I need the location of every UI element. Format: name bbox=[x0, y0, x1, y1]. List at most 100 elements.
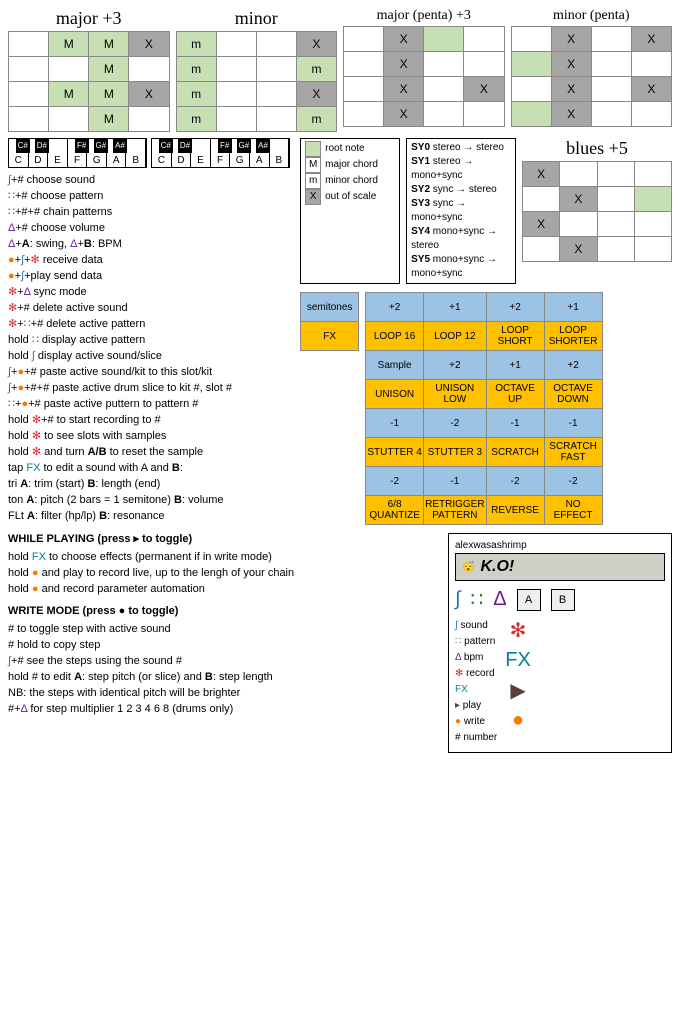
black-key: F# bbox=[75, 139, 89, 153]
scale-cell: X bbox=[551, 27, 591, 52]
scale-cell bbox=[523, 187, 560, 212]
scale-cell bbox=[216, 57, 256, 82]
sync-modes-box: SY0 stereo → stereoSY1 stereo → mono+syn… bbox=[406, 138, 516, 284]
fx-cell-semitone: -2 bbox=[366, 467, 424, 496]
device-legend-item: ▸ play bbox=[455, 698, 497, 714]
black-key: D# bbox=[178, 139, 192, 153]
scale-cell: X bbox=[129, 82, 169, 107]
scale-title: minor (penta) bbox=[511, 8, 673, 24]
fx-cell-semitone: +1 bbox=[486, 351, 544, 380]
legend-minor: minor chord bbox=[325, 174, 378, 188]
write-icon: ● bbox=[512, 709, 524, 732]
scale-cell: M bbox=[49, 82, 89, 107]
scale-cell bbox=[424, 77, 464, 102]
scale-cell bbox=[634, 212, 671, 237]
device-legend-item: # number bbox=[455, 730, 497, 746]
scale-title: major +3 bbox=[8, 8, 170, 29]
white-key: E bbox=[191, 139, 211, 167]
command-line: ●+∫+play send data bbox=[8, 268, 294, 284]
command-line: FLt A: filter (hp/lp) B: resonance bbox=[8, 508, 294, 524]
scale-cell bbox=[424, 102, 464, 127]
scale-cell bbox=[9, 57, 49, 82]
fx-cell-effect: OCTAVE UP bbox=[486, 380, 544, 409]
fx-cell-semitone: +2 bbox=[424, 351, 486, 380]
command-line: ✻+∷+# delete active pattern bbox=[8, 316, 294, 332]
command-line: NB: the steps with identical pitch will … bbox=[8, 685, 294, 701]
scale-cell bbox=[129, 57, 169, 82]
fx-cell-semitone: Sample bbox=[366, 351, 424, 380]
device-legend-item: ● write bbox=[455, 714, 497, 730]
scale-cell bbox=[344, 102, 384, 127]
command-line: ton A: pitch (2 bars = 1 semitone) B: vo… bbox=[8, 492, 294, 508]
scale-cell bbox=[597, 212, 634, 237]
command-line: hold ✻ to see slots with samples bbox=[8, 428, 294, 444]
white-key: E bbox=[48, 139, 68, 167]
scale-cell: m bbox=[176, 82, 216, 107]
command-line: # hold to copy step bbox=[8, 637, 294, 653]
sync-mode-row: SY4 mono+sync → stereo bbox=[411, 225, 511, 253]
scale-cell: m bbox=[296, 57, 336, 82]
play-icon: ▶ bbox=[510, 678, 525, 703]
while-playing-list: hold FX to choose effects (permanent if … bbox=[8, 549, 294, 597]
fx-cell-semitone: +1 bbox=[424, 293, 486, 322]
black-key: C# bbox=[159, 139, 173, 153]
scale-cell bbox=[9, 82, 49, 107]
scale-cell bbox=[560, 162, 597, 187]
scale-cell bbox=[256, 32, 296, 57]
fx-cell-effect: 6/8 QUANTIZE bbox=[366, 496, 424, 525]
scale-cell bbox=[464, 102, 504, 127]
scale-cell: X bbox=[523, 162, 560, 187]
scale-cell: m bbox=[176, 57, 216, 82]
fx-cell-effect: RETRIGGER PATTERN bbox=[424, 496, 486, 525]
fx-cell-semitone: +1 bbox=[544, 293, 602, 322]
scale-cell: X bbox=[560, 237, 597, 262]
scale-cell bbox=[591, 102, 631, 127]
scale-cell bbox=[523, 237, 560, 262]
scale-cell: X bbox=[560, 187, 597, 212]
device-legend-item: ∷ pattern bbox=[455, 634, 497, 650]
mini-table: semitones FX bbox=[300, 292, 359, 351]
scale-cell bbox=[9, 32, 49, 57]
command-line: ∫+# choose sound bbox=[8, 172, 294, 188]
device-buttons-row: ∫ ∷ Δ A B bbox=[455, 587, 665, 612]
scale-cell: X bbox=[384, 27, 424, 52]
command-line: hold FX to choose effects (permanent if … bbox=[8, 549, 294, 565]
command-line: hold ● and record parameter automation bbox=[8, 581, 294, 597]
knob-a[interactable]: A bbox=[517, 589, 541, 611]
scale-cell bbox=[424, 52, 464, 77]
sync-mode-row: SY5 mono+sync → mono+sync bbox=[411, 253, 511, 281]
device-ko: K.O! bbox=[480, 558, 514, 576]
command-line: ✻+Δ sync mode bbox=[8, 284, 294, 300]
scale-cell bbox=[511, 27, 551, 52]
scale-cell: X bbox=[551, 102, 591, 127]
command-line: hold ✻ and turn A/B to reset the sample bbox=[8, 444, 294, 460]
device-big-icons: ✻ FX ▶ ● bbox=[505, 618, 531, 746]
scale-cell bbox=[597, 162, 634, 187]
knob-b[interactable]: B bbox=[551, 589, 575, 611]
scale-cell: X bbox=[631, 27, 671, 52]
scale-cell bbox=[591, 77, 631, 102]
mini-semitones: semitones bbox=[301, 293, 359, 322]
scale-cell: X bbox=[296, 32, 336, 57]
scale-cell: X bbox=[551, 52, 591, 77]
scale-cell bbox=[597, 237, 634, 262]
device-panel: alexwasashrimp 😴 K.O! ∫ ∷ Δ A B ∫ sound∷… bbox=[448, 533, 672, 753]
scale-cell bbox=[631, 52, 671, 77]
scale-grids-row: major +3 MMXMMMXM minor mXmmmXmm major (… bbox=[8, 8, 672, 132]
black-key: G# bbox=[94, 139, 108, 153]
fx-cell-semitone: -1 bbox=[486, 409, 544, 438]
scale-minor-penta: minor (penta) XXXXXX bbox=[511, 8, 673, 132]
black-key: G# bbox=[237, 139, 251, 153]
command-line: tri A: trim (start) B: length (end) bbox=[8, 476, 294, 492]
pattern-icon: ∷ bbox=[470, 587, 483, 612]
device-legend-item: FX bbox=[455, 682, 497, 698]
fx-cell-effect: UNISON bbox=[366, 380, 424, 409]
black-key: A# bbox=[256, 139, 270, 153]
device-legend-item: ✻ record bbox=[455, 666, 497, 682]
scale-cell bbox=[634, 187, 671, 212]
scale-cell: M bbox=[89, 32, 129, 57]
scale-cell: M bbox=[89, 57, 129, 82]
scale-cell bbox=[424, 27, 464, 52]
command-line: hold # to edit A: step pitch (or slice) … bbox=[8, 669, 294, 685]
legend-box: root note Mmajor chord mminor chord Xout… bbox=[300, 138, 400, 284]
